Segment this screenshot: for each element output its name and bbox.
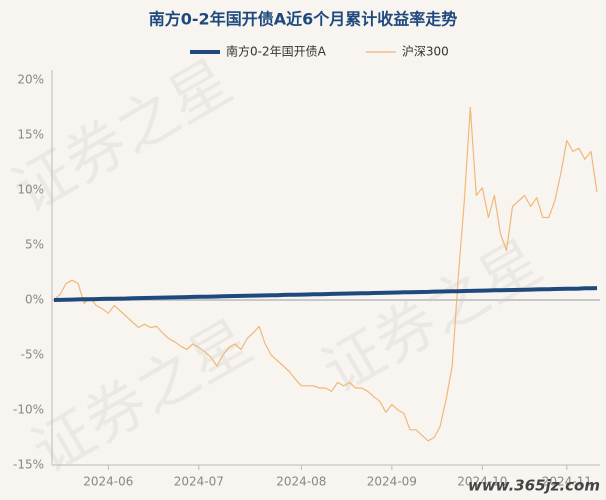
legend-label: 沪深300: [402, 45, 449, 59]
y-tick-label: -15%: [13, 458, 44, 472]
y-tick-label: -5%: [21, 348, 44, 362]
x-tick-label: 2024-09: [367, 475, 417, 489]
chart-title: 南方0-2年国开债A近6个月累计收益率走势: [149, 10, 457, 29]
x-tick-label: 2024-11: [542, 475, 592, 489]
x-tick-label: 2024-08: [276, 475, 326, 489]
x-tick-label: 2024-07: [174, 475, 224, 489]
y-tick-label: 15%: [17, 128, 44, 142]
series-line: [53, 286, 598, 302]
y-tick-label: 5%: [25, 238, 44, 252]
x-tick-label: 2024-10: [457, 475, 507, 489]
series-line: [53, 106, 598, 442]
source-annotation: www.365jz.com: [468, 477, 600, 495]
legend-label: 南方0-2年国开债A: [226, 44, 327, 59]
y-tick-label: -10%: [13, 403, 44, 417]
y-tick-label: 20%: [17, 73, 44, 87]
x-tick-label: 2024-06: [83, 475, 133, 489]
y-tick-label: 0%: [25, 293, 44, 307]
y-tick-label: 10%: [17, 183, 44, 197]
